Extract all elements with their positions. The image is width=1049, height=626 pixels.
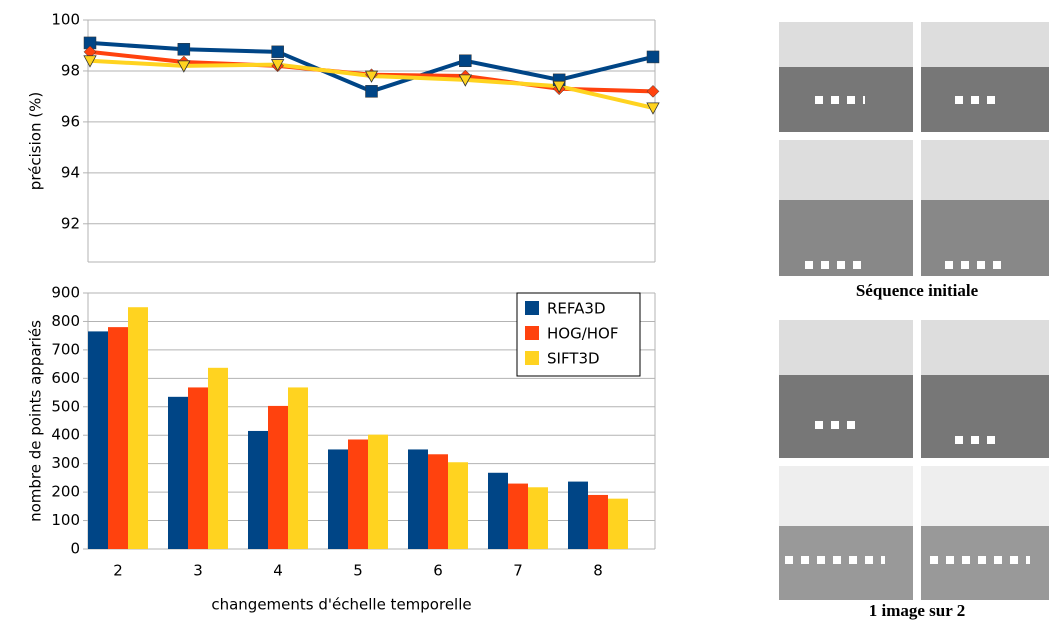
legend-label: SIFT3D <box>547 350 600 368</box>
image-panels: Séquence initiale 1 image sur 2 <box>779 22 1049 620</box>
bar <box>488 472 508 549</box>
marker <box>271 45 284 59</box>
y-tick-label: 600 <box>51 369 80 387</box>
x-tick-label: 4 <box>273 562 283 580</box>
y-tick-label: 94 <box>61 163 80 181</box>
y-tick-label: 800 <box>51 312 80 330</box>
y-tick-label: 100 <box>51 511 80 529</box>
marker <box>458 74 473 87</box>
bar <box>128 307 148 549</box>
x-tick-label: 5 <box>353 562 363 580</box>
bar <box>288 387 308 549</box>
x-tick-label: 2 <box>113 562 123 580</box>
bar <box>88 331 108 549</box>
bar <box>188 387 208 549</box>
bar <box>348 439 368 549</box>
legend-swatch <box>525 326 539 340</box>
marker <box>646 102 660 115</box>
marker <box>646 50 660 64</box>
bar <box>448 462 468 549</box>
y-tick-label: 900 <box>51 284 80 302</box>
marker <box>270 59 285 72</box>
bar <box>568 481 588 549</box>
y-tick-label: 500 <box>51 397 80 415</box>
x-axis-label: changements d'échelle temporelle <box>211 596 471 614</box>
marker <box>552 80 566 94</box>
sky <box>779 466 913 526</box>
series-line <box>89 58 654 110</box>
sky <box>921 320 1049 375</box>
bar <box>168 396 188 549</box>
bar <box>268 405 288 549</box>
marker <box>177 60 191 73</box>
marker <box>364 70 379 83</box>
caption: Séquence initiale <box>856 281 979 300</box>
x-tick-label: 6 <box>433 562 443 580</box>
y-axis-label: précision (%) <box>27 92 45 190</box>
x-tick-label: 7 <box>513 562 523 580</box>
bar <box>528 487 548 549</box>
y-tick-label: 700 <box>51 340 80 358</box>
legend-swatch <box>525 301 539 315</box>
marker <box>365 85 378 98</box>
bar <box>588 494 608 549</box>
marker <box>646 84 660 98</box>
road-marks <box>785 96 1030 564</box>
y-axis-label: nombre de points appariés <box>27 320 45 522</box>
y-tick-label: 300 <box>51 454 80 472</box>
x-tick-label: 8 <box>593 562 603 580</box>
y-tick-label: 96 <box>61 112 80 130</box>
bar <box>328 449 348 549</box>
y-tick-label: 0 <box>70 540 80 558</box>
sky <box>779 320 913 375</box>
bar <box>408 449 428 549</box>
y-tick-label: 92 <box>61 214 80 232</box>
marker <box>459 54 472 68</box>
sky <box>921 466 1049 526</box>
marker <box>83 55 97 68</box>
y-tick-label: 98 <box>61 61 80 79</box>
y-tick-label: 200 <box>51 483 80 501</box>
sky <box>921 22 1049 67</box>
marker <box>177 43 191 56</box>
bar <box>248 430 268 549</box>
y-tick-label: 100 <box>51 11 80 29</box>
legend-swatch <box>525 351 539 365</box>
sky <box>921 140 1049 200</box>
caption: 1 image sur 2 <box>869 601 966 620</box>
bar <box>368 434 388 549</box>
bar <box>208 367 228 549</box>
bar <box>428 454 448 549</box>
legend-label: REFA3D <box>547 300 606 318</box>
y-tick-label: 400 <box>51 426 80 444</box>
sky <box>779 140 913 200</box>
bar <box>508 483 528 549</box>
bar <box>108 327 128 549</box>
sky <box>779 22 913 67</box>
legend-label: HOG/HOF <box>547 325 618 343</box>
x-tick-label: 3 <box>193 562 203 580</box>
bar <box>608 498 628 549</box>
